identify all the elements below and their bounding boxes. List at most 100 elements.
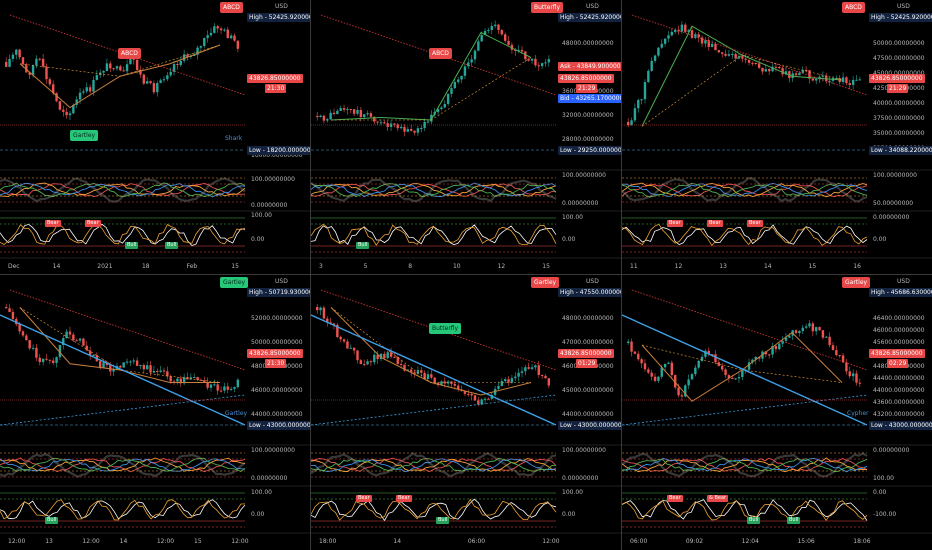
candle: [196, 47, 199, 55]
candle: [326, 119, 329, 121]
candle: [122, 362, 125, 368]
x-axis-label: 12:00: [8, 538, 26, 545]
y-axis-label: 43600.00000000: [873, 399, 925, 406]
candle: [156, 83, 159, 93]
candle: [72, 334, 75, 341]
candle: [473, 50, 477, 60]
chart-pane-p2[interactable]: USD48000.0000000040000.0000000036000.000…: [311, 0, 621, 274]
oscillator-signal-tag: Bear: [356, 495, 372, 502]
price-tag: 43826.85000000: [247, 74, 303, 83]
pattern-label[interactable]: Gartley: [531, 277, 560, 288]
candle: [707, 350, 710, 355]
candle: [697, 360, 700, 368]
candle: [159, 80, 162, 84]
candle: [493, 24, 497, 27]
candle: [663, 363, 667, 368]
candle: [815, 78, 818, 81]
candle: [146, 81, 149, 84]
pattern-label[interactable]: Gartley: [842, 277, 871, 288]
candle: [112, 68, 115, 70]
candle: [125, 64, 129, 72]
candle: [690, 374, 694, 380]
oscillator-line: [0, 457, 246, 473]
price-tag: 43826.85000000: [869, 74, 925, 83]
oscillator-signal-tag: Bear: [707, 220, 723, 227]
candle: [747, 362, 751, 370]
candle: [75, 340, 78, 342]
candle: [524, 51, 527, 60]
candle: [507, 40, 510, 45]
candle: [684, 24, 687, 32]
pattern-label[interactable]: Butterfly: [429, 323, 462, 334]
candle: [223, 29, 226, 31]
candle: [122, 70, 125, 72]
chart-pane-p6[interactable]: USD 46400.00000000 46000.00000000 45600.000…: [622, 275, 932, 549]
candle: [376, 354, 379, 360]
x-axis-label: 14: [393, 538, 402, 545]
candle: [487, 398, 490, 400]
candle: [319, 115, 322, 118]
candle: [359, 360, 363, 365]
candle: [420, 127, 423, 129]
candle: [650, 372, 653, 377]
chart-pane-p4[interactable]: USD52000.0000000050000.0000000048000.000…: [0, 275, 310, 549]
candle: [152, 83, 156, 93]
candle: [808, 323, 811, 327]
candle: [223, 386, 226, 391]
candle: [8, 308, 11, 313]
candle: [189, 56, 193, 58]
candle: [349, 108, 352, 110]
y-axis-label: 43200.00000000: [873, 411, 925, 418]
oscillator-line: [622, 499, 868, 521]
candle: [152, 371, 156, 373]
chart-pane-p5[interactable]: USD48000.0000000047000.0000000046000.000…: [311, 275, 621, 549]
pattern-label[interactable]: ABCD: [842, 2, 865, 13]
pattern-label[interactable]: ABCD: [118, 48, 141, 59]
candle: [781, 68, 784, 75]
candle: [219, 28, 223, 31]
candle: [55, 93, 58, 102]
candle: [25, 64, 28, 73]
candle: [838, 355, 841, 357]
candle: [399, 126, 403, 129]
candle: [670, 31, 674, 36]
chart-pane-p3[interactable]: USD 50000.00000000 47500.00000000 45000.000…: [622, 0, 932, 274]
candle: [714, 43, 717, 51]
pattern-label[interactable]: Gartley: [220, 277, 249, 288]
oscillator-line: [311, 498, 557, 522]
pattern-label[interactable]: Butterfly: [531, 2, 564, 13]
y-axis-label: 35000.00000000: [873, 130, 925, 137]
candle: [339, 337, 342, 340]
candle: [747, 59, 751, 63]
trend-line-blue: [311, 394, 557, 426]
oscillator-line: [311, 182, 557, 198]
pattern-label[interactable]: ABCD: [220, 2, 243, 13]
oscillator-line: [622, 223, 868, 247]
candle: [677, 387, 680, 396]
candle: [633, 351, 637, 354]
candle: [828, 336, 831, 346]
candle: [754, 62, 757, 64]
x-axis-label: 12: [674, 263, 683, 270]
candle: [142, 365, 146, 370]
candle: [845, 362, 848, 372]
oscillator-line: [0, 182, 246, 198]
candle: [520, 49, 524, 52]
y-axis-label: 0.00: [562, 236, 576, 243]
pattern-label[interactable]: Gartley: [70, 130, 99, 141]
chart-canvas[interactable]: [0, 0, 310, 274]
candle: [31, 65, 35, 75]
chart-canvas[interactable]: [0, 275, 310, 549]
candle: [105, 63, 109, 72]
currency-label: USD: [586, 278, 599, 285]
pattern-label[interactable]: ABCD: [429, 48, 452, 59]
oscillator-line: [311, 183, 556, 197]
candle: [139, 365, 142, 367]
high-tag: High - 50719.93000000: [247, 288, 310, 297]
y-axis-label: 100.00: [562, 214, 583, 221]
candle: [808, 70, 811, 79]
chart-canvas[interactable]: [622, 275, 932, 549]
x-axis-label: 5: [363, 263, 368, 270]
chart-pane-p1[interactable]: USD 100.00000000 0.00000000 100.00 0.00 16000…: [0, 0, 310, 274]
chart-canvas[interactable]: [622, 0, 932, 274]
